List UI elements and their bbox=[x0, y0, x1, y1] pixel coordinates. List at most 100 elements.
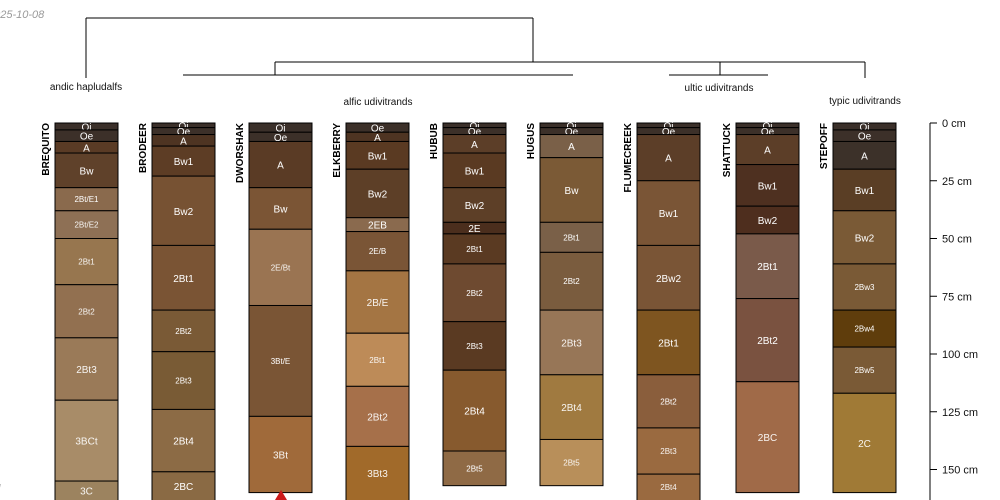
horizon-block bbox=[442, 321, 507, 371]
horizon-label: Bw2 bbox=[758, 216, 778, 227]
horizon-block bbox=[442, 263, 507, 323]
horizon-label: Oi bbox=[860, 122, 870, 133]
horizon-label: 2E/B bbox=[369, 247, 386, 256]
horizon-label: 2Bt2 bbox=[78, 307, 95, 316]
horizon-label: 2Bt5 bbox=[563, 459, 580, 468]
horizon-label: Oi bbox=[567, 121, 577, 132]
horizon-label: 2Bt3 bbox=[466, 342, 483, 351]
horizon-label: Oe bbox=[662, 127, 676, 138]
horizon-block bbox=[345, 140, 410, 170]
profile-name: HUGUS bbox=[526, 123, 537, 159]
horizon-block bbox=[735, 134, 800, 166]
horizon-block bbox=[151, 175, 216, 246]
profile-name: DWORSHAK bbox=[235, 122, 246, 183]
horizon-block bbox=[735, 381, 800, 494]
horizon-label: Oi bbox=[470, 121, 480, 132]
horizon-label: 2Bt3 bbox=[561, 338, 582, 349]
horizon-label: 2Bt3 bbox=[660, 447, 677, 456]
horizon-block bbox=[832, 392, 897, 494]
horizon-label: Oe bbox=[468, 127, 482, 138]
horizon-block bbox=[539, 438, 604, 487]
horizon-label: 2Bt1 bbox=[658, 338, 679, 349]
horizon-block bbox=[832, 140, 897, 170]
group-label-typic-udivitrands: typic udivitrands bbox=[829, 96, 901, 107]
horizon-label: 3C bbox=[80, 487, 93, 498]
horizon-block bbox=[636, 473, 701, 500]
horizon-label: 2Bt3 bbox=[76, 365, 97, 376]
grouping-dendrogram bbox=[85, 17, 866, 78]
horizon-label: Oe bbox=[80, 132, 94, 143]
profile-name: BRODEER bbox=[138, 122, 149, 173]
horizon-label: Bw1 bbox=[659, 209, 679, 220]
horizon-block bbox=[539, 221, 604, 253]
horizon-label: 3Bt/E bbox=[271, 357, 291, 366]
horizon-label: Oi bbox=[664, 121, 674, 132]
horizon-block bbox=[151, 471, 216, 500]
horizon-block bbox=[636, 427, 701, 475]
horizon-block bbox=[151, 408, 216, 473]
horizon-label: 2Bt1 bbox=[369, 356, 386, 365]
horizon-label: Bw bbox=[565, 186, 580, 197]
horizon-label: 2Bt1 bbox=[563, 233, 580, 242]
horizon-label: 3BCt bbox=[75, 437, 97, 448]
horizon-label: 2Bt2 bbox=[757, 336, 778, 347]
horizon-block bbox=[151, 309, 216, 353]
horizon-label: Oe bbox=[177, 127, 191, 138]
horizon-label: A bbox=[861, 151, 868, 162]
horizon-label: 2E bbox=[468, 224, 481, 235]
horizon-block bbox=[54, 337, 119, 401]
horizon-block bbox=[832, 210, 897, 265]
horizon-label: Bw2 bbox=[368, 189, 388, 200]
horizon-label: 2Bt1 bbox=[78, 258, 95, 267]
horizon-label: A bbox=[568, 142, 575, 153]
horizon-label: Bw1 bbox=[174, 157, 194, 168]
horizon-label: 2Bt2 bbox=[367, 412, 388, 423]
profile-name: SHATTUCK bbox=[722, 122, 733, 177]
horizon-label: 2Bt2 bbox=[466, 289, 483, 298]
horizon-block bbox=[636, 244, 701, 311]
horizon-label: 2Bt4 bbox=[660, 483, 677, 492]
depth-tick-label: 75 cm bbox=[942, 291, 972, 303]
profile-name: HUBUB bbox=[429, 123, 440, 159]
horizon-label: 2C bbox=[858, 439, 871, 450]
horizon-block bbox=[636, 134, 701, 182]
profile-name: FLUMECREEK bbox=[623, 122, 634, 192]
horizon-label: Oe bbox=[274, 133, 288, 144]
horizon-block bbox=[151, 244, 216, 311]
horizon-block bbox=[54, 480, 119, 500]
horizon-label: 2EB bbox=[368, 221, 387, 232]
horizon-label: 2BC bbox=[758, 433, 777, 444]
horizon-block bbox=[539, 374, 604, 440]
horizon-label: A bbox=[374, 133, 381, 144]
corner-mark: l bbox=[0, 483, 1, 495]
horizon-block bbox=[345, 332, 410, 387]
horizon-block bbox=[345, 385, 410, 447]
horizon-label: Oi bbox=[82, 122, 92, 133]
horizon-block bbox=[539, 251, 604, 311]
horizon-label: 2Bt/E2 bbox=[74, 221, 99, 230]
depth-tick-label: 25 cm bbox=[942, 176, 972, 188]
truncation-marker-icon bbox=[275, 490, 287, 500]
horizon-label: 3Bt3 bbox=[367, 469, 388, 480]
horizon-block bbox=[345, 231, 410, 272]
horizon-label: 3Bt bbox=[273, 450, 288, 461]
horizon-label: 2Bt2 bbox=[175, 327, 192, 336]
horizon-label: Oe bbox=[371, 124, 385, 135]
horizon-label: A bbox=[277, 161, 284, 172]
group-label-andic-hapludalfs: andic hapludalfs bbox=[50, 82, 122, 93]
horizon-block bbox=[832, 168, 897, 212]
horizon-label: A bbox=[83, 143, 90, 154]
horizon-block bbox=[54, 152, 119, 189]
horizon-label: Oe bbox=[565, 127, 579, 138]
horizon-block bbox=[151, 351, 216, 410]
date-stamp: 2025-10-08 bbox=[0, 9, 45, 21]
depth-tick-label: 150 cm bbox=[942, 465, 978, 477]
horizon-label: Bw1 bbox=[855, 186, 875, 197]
horizon-label: A bbox=[764, 146, 771, 157]
